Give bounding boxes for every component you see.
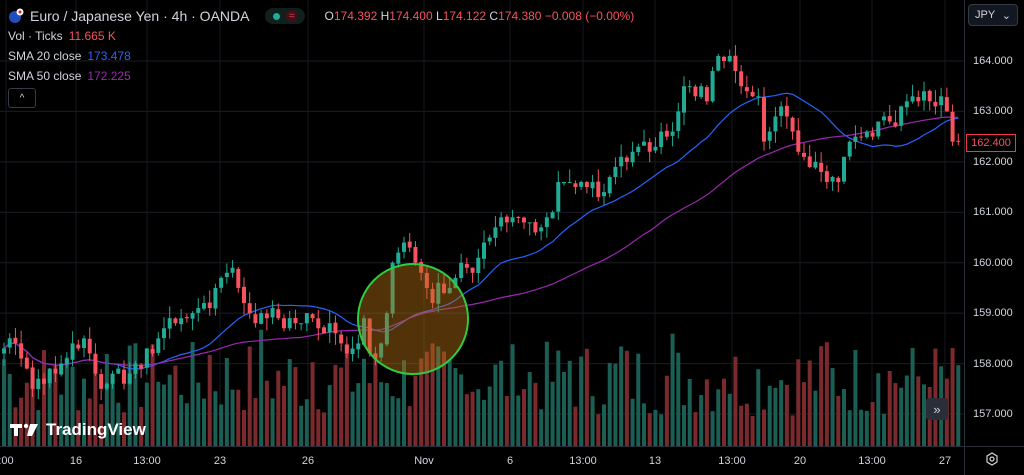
time-tick: 13:00 [133, 455, 161, 467]
tv-logo-icon [10, 423, 38, 436]
indicator-sma50[interactable]: SMA 50 close 172.225 [8, 69, 131, 83]
time-tick: Nov [414, 455, 434, 467]
last-price-label: 162.400 [966, 134, 1016, 152]
symbol-title[interactable]: Euro / Japanese Yen · 4h · OANDA [30, 8, 250, 24]
symbol-row: Euro / Japanese Yen · 4h · OANDA ≈ O174.… [8, 6, 634, 26]
chevron-down-icon: ⌄ [1001, 9, 1011, 22]
time-tick: 13:00 [718, 455, 746, 467]
time-tick: 23 [213, 455, 227, 467]
time-tick: 13 [648, 455, 662, 467]
price-tick: 158.000 [973, 357, 1013, 370]
chart-settings-icon[interactable] [985, 452, 999, 466]
price-tick: 162.000 [973, 155, 1013, 168]
double-chevron-right-icon: » [933, 401, 941, 417]
price-tick: 161.000 [973, 206, 1013, 219]
axis-corner [964, 446, 1024, 475]
price-tick: 159.000 [973, 307, 1013, 320]
time-tick: 16 [69, 455, 83, 467]
scroll-to-realtime-button[interactable]: » [926, 398, 948, 420]
delayed-data-icon: ≈ [286, 10, 297, 22]
price-tick: 164.000 [973, 55, 1013, 67]
price-tick: 157.000 [973, 408, 1013, 420]
time-tick: 6 [506, 455, 514, 467]
tradingview-logo[interactable]: TradingView [10, 420, 146, 440]
price-chart-canvas[interactable] [0, 0, 964, 446]
time-tick: 20 [793, 455, 807, 467]
eur-jpy-flag-icon [9, 8, 24, 23]
chevron-up-icon: ^ [19, 92, 25, 104]
chart-legend: Euro / Japanese Yen · 4h · OANDA ≈ O174.… [8, 6, 634, 108]
market-status-pill[interactable]: ≈ [265, 8, 305, 24]
indicator-sma20[interactable]: SMA 20 close 173.478 [8, 49, 131, 63]
price-tick: 160.000 [973, 256, 1013, 269]
time-tick: 13:00 [569, 455, 597, 467]
time-tick: 27 [938, 455, 952, 467]
collapse-legend-button[interactable]: ^ [8, 88, 36, 108]
market-open-dot-icon [273, 12, 281, 20]
time-tick: 26 [301, 455, 315, 467]
time-tick: :00 [0, 455, 14, 467]
time-axis[interactable]: :00 16 13:00 23 26 Nov 6 13:00 13 13:00 20 13:00 27 [0, 446, 964, 475]
price-axis[interactable]: 164.000 163.000 162.000 161.000 160.000 159.0… [964, 0, 1024, 446]
price-tick: 163.000 [973, 105, 1013, 118]
ohlc-values: O174.392 H174.400 L174.122 C174.380 −0.0… [324, 9, 635, 23]
indicator-volume[interactable]: Vol · Ticks 11.665 K [8, 29, 116, 43]
currency-selector[interactable]: JPY ⌄ [968, 4, 1018, 26]
time-tick: 13:00 [858, 455, 886, 467]
